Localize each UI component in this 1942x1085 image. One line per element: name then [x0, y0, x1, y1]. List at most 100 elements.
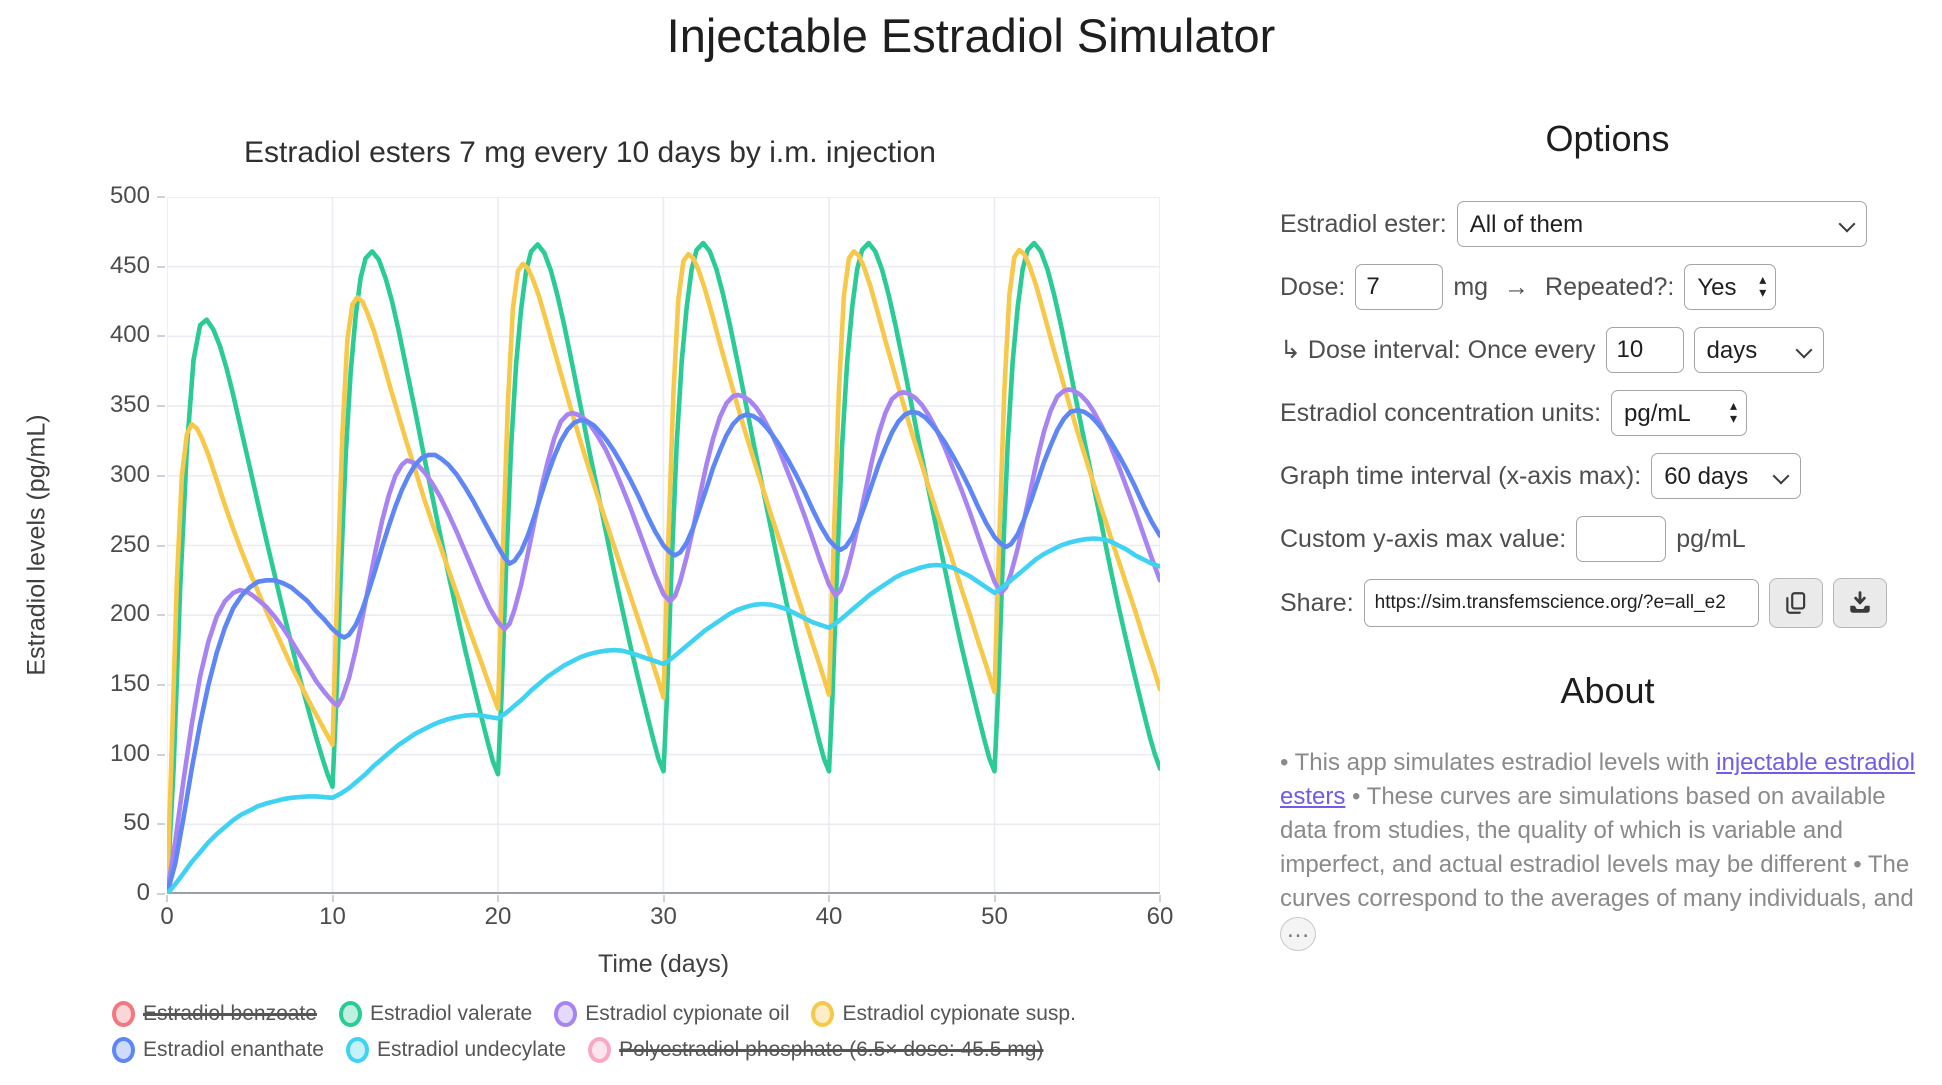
y-tick-label: 400 [109, 321, 150, 349]
dose-interval-label: ↳ Dose interval: Once every [1280, 336, 1596, 364]
y-tick-mark [157, 614, 165, 617]
interval-unit-select-wrap: days [1693, 327, 1824, 373]
about-text: • This app simulates estradiol levels wi… [1280, 746, 1935, 951]
share-label: Share: [1280, 588, 1354, 617]
legend-item[interactable]: Polyestradiol phosphate (6.5× dose: 45.5… [588, 1037, 1043, 1063]
about-text-part1: • This app simulates estradiol levels wi… [1280, 749, 1717, 776]
y-tick-mark [157, 893, 165, 895]
series-estradiol-valerate [164, 240, 1163, 897]
legend-marker-icon [345, 1037, 369, 1063]
y-tick-label: 0 [136, 879, 150, 906]
series-estradiol-cypionate-susp [164, 247, 1163, 897]
y-tick-mark [157, 753, 165, 756]
y-tick-mark [157, 196, 165, 198]
y-max-unit-label: pg/mL [1676, 524, 1746, 553]
y-axis-title: Estradiol levels (pg/mL) [22, 414, 51, 676]
legend-marker-icon [338, 1001, 362, 1027]
y-tick-mark [157, 544, 165, 547]
about-heading: About [1560, 670, 1655, 711]
legend-label: Estradiol undecylate [376, 1038, 567, 1061]
y-max-label: Custom y-axis max value: [1280, 524, 1567, 553]
dose-interval-row: ↳ Dose interval: Once every days [1280, 326, 1935, 374]
y-tick-label: 350 [109, 391, 150, 419]
series-estradiol-enanthate [164, 408, 1163, 897]
legend-marker-icon [112, 1037, 135, 1063]
legend-item[interactable]: Estradiol benzoate [112, 1001, 317, 1027]
copy-icon [1785, 592, 1805, 614]
y-tick-mark [157, 335, 165, 338]
y-tick-mark [157, 823, 165, 826]
arrow-right-icon: → [1504, 272, 1530, 301]
y-tick-label: 150 [109, 669, 150, 697]
share-url-input[interactable] [1363, 579, 1759, 627]
expand-about-button[interactable]: … [1280, 916, 1316, 951]
y-tick-label: 300 [109, 460, 150, 488]
y-tick-label: 100 [109, 739, 150, 767]
legend-item[interactable]: Estradiol cypionate susp. [811, 1001, 1076, 1027]
time-interval-row: Graph time interval (x-axis max): 60 day… [1280, 452, 1935, 500]
series-estradiol-undecylate [164, 536, 1163, 897]
dose-interval-input[interactable] [1605, 327, 1684, 373]
y-tick-label: 200 [109, 600, 150, 628]
legend-marker-icon [811, 1001, 835, 1027]
dose-input[interactable] [1355, 264, 1444, 310]
copy-share-url-button[interactable] [1768, 578, 1823, 628]
x-tick-label: 20 [484, 903, 512, 930]
ester-label: Estradiol ester: [1280, 209, 1447, 238]
repeated-select-wrap: Yes ▴ ▾ [1684, 264, 1777, 310]
legend-marker-icon [588, 1037, 612, 1063]
y-tick-mark [157, 683, 165, 686]
y-tick-label: 50 [123, 809, 150, 837]
x-tick-label: 0 [160, 903, 174, 930]
dose-unit-label: mg [1453, 272, 1489, 301]
download-icon [1849, 591, 1870, 613]
y-tick-mark [157, 265, 165, 268]
repeated-select[interactable]: Yes [1684, 264, 1777, 310]
download-graph-button[interactable] [1832, 578, 1887, 628]
units-select[interactable]: pg/mL [1611, 390, 1748, 436]
time-interval-select[interactable]: 60 days [1651, 453, 1802, 499]
x-tick-mark [497, 895, 499, 902]
legend-item[interactable]: Estradiol enanthate [112, 1037, 324, 1063]
ester-row: Estradiol ester: All of them [1280, 200, 1935, 248]
x-tick-mark [166, 895, 168, 902]
repeated-label: Repeated?: [1545, 272, 1675, 301]
x-tick-mark [993, 895, 996, 902]
chart-plot-area [164, 196, 1163, 897]
x-axis-title: Time (days) [597, 950, 730, 978]
x-tick-label: 50 [981, 903, 1008, 930]
legend-label: Estradiol valerate [369, 1002, 533, 1025]
plot-svg [164, 196, 1163, 897]
time-interval-label: Graph time interval (x-axis max): [1280, 461, 1642, 490]
y-tick-label: 250 [109, 530, 150, 558]
interval-unit-select[interactable]: days [1693, 327, 1824, 373]
legend-label: Estradiol cypionate susp. [842, 1002, 1076, 1025]
chart-legend: Estradiol benzoate Estradiol valerate Estr… [112, 1001, 1212, 1063]
legend-label: Estradiol enanthate [143, 1038, 324, 1061]
options-panel: Options Estradiol ester: All of them Dos… [1280, 118, 1935, 951]
x-tick-label: 30 [650, 903, 677, 930]
x-tick-mark [331, 895, 334, 902]
legend-item[interactable]: Estradiol valerate [338, 1001, 533, 1027]
series-estradiol-cypionate-oil [164, 387, 1163, 897]
x-tick-mark [662, 895, 665, 902]
y-tick-label: 450 [109, 251, 150, 279]
y-max-input[interactable] [1576, 516, 1667, 562]
share-row: Share: [1280, 578, 1935, 628]
legend-label: Polyestradiol phosphate (6.5× dose: 45.5… [619, 1038, 1044, 1061]
y-tick-mark [157, 474, 165, 477]
y-max-row: Custom y-axis max value: pg/mL [1280, 515, 1935, 563]
legend-marker-icon [112, 1001, 135, 1027]
ester-select-wrap: All of them [1456, 201, 1867, 247]
dose-label: Dose: [1280, 272, 1346, 301]
units-row: Estradiol concentration units: pg/mL ▴ ▾ [1280, 389, 1935, 437]
time-interval-select-wrap: 60 days [1651, 453, 1802, 499]
about-text-part2: • These curves are simulations based on … [1280, 783, 1914, 912]
ester-select[interactable]: All of them [1456, 201, 1867, 247]
legend-item[interactable]: Estradiol undecylate [345, 1037, 567, 1063]
y-tick-mark [157, 405, 165, 408]
x-tick-label: 40 [815, 903, 843, 930]
injectable-esters-link[interactable]: injectable estradiol esters [1280, 749, 1915, 810]
options-heading: Options [1545, 118, 1670, 159]
legend-item[interactable]: Estradiol cypionate oil [554, 1001, 789, 1027]
